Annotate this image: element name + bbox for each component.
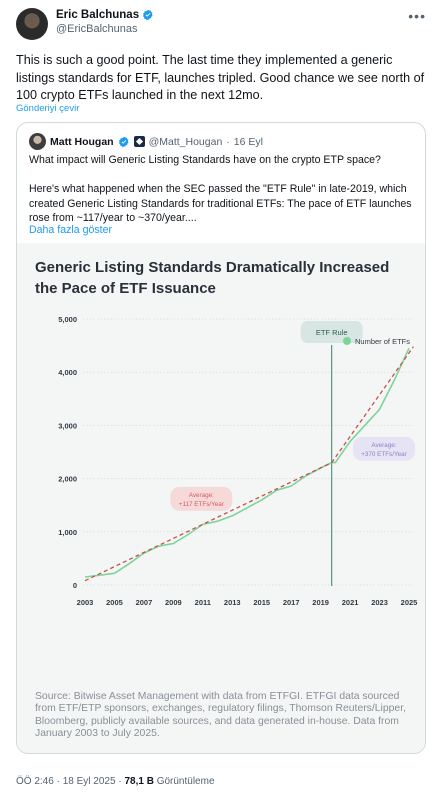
legend-marker [343, 337, 351, 345]
x-tick-label: 2017 [283, 598, 300, 607]
etf-count-chart: 0 1,000 2,000 3,000 4,000 5,000 2003 2005 2007 20… [58, 315, 418, 607]
verified-icon [118, 136, 129, 147]
average-badge-bg [352, 436, 415, 461]
quoted-paragraph: What impact will Generic Listing Standar… [29, 154, 381, 166]
quoted-author-name: Matt Hougan [50, 135, 114, 148]
x-tick-label: 2007 [136, 598, 153, 607]
y-tick-label: 1,000 [58, 528, 77, 537]
x-tick-label: 2021 [342, 598, 359, 607]
average-badge-value: +117 ETFs/Year [179, 501, 224, 508]
quoted-author-handle: @Matt_Hougan [148, 135, 223, 148]
legend-label: Number of ETFs [355, 337, 410, 346]
etf-rule-label: ETF Rule [316, 328, 348, 337]
tweet-header: Eric Balchunas @EricBalchunas ••• [16, 8, 426, 44]
quoted-author-avatar [29, 133, 46, 150]
tweet-text: This is such a good point. The last time… [16, 53, 425, 102]
y-tick-label: 0 [73, 581, 77, 590]
trend-line [84, 462, 332, 582]
x-tick-label: 2003 [77, 598, 94, 607]
chart-image: Generic Listing Standards Dramatically I… [17, 243, 425, 753]
views-label: Görüntüleme [156, 776, 215, 787]
x-tick-label: 2023 [371, 598, 388, 607]
y-tick-label: 2,000 [58, 475, 77, 484]
show-more-link[interactable]: Daha fazla göster [29, 224, 113, 236]
post-time[interactable]: ÖÖ 2:46 [16, 776, 54, 787]
x-tick-label: 2009 [165, 598, 182, 607]
x-tick-label: 2019 [312, 598, 329, 607]
footer-separator: · [118, 776, 122, 787]
quoted-tweet-text: What impact will Generic Listing Standar… [29, 153, 419, 226]
x-tick-label: 2011 [195, 598, 211, 607]
author-avatar[interactable] [16, 8, 48, 40]
x-tick-label: 2005 [106, 598, 123, 607]
affiliate-badge-icon [133, 136, 145, 147]
quoted-tweet-header: Matt Hougan @Matt_Hougan · 16 Eyl [29, 133, 263, 150]
chart-title: Generic Listing Standards Dramatically I… [35, 259, 390, 297]
average-badge-label: Average: [371, 442, 396, 449]
post-date[interactable]: 18 Eyl 2025 [62, 776, 116, 787]
x-tick-label: 2025 [401, 598, 418, 607]
verified-icon [143, 9, 153, 21]
average-badge-label: Average: [189, 492, 214, 499]
author-handle[interactable]: @EricBalchunas [56, 23, 138, 35]
author-block: Eric Balchunas @EricBalchunas [56, 9, 154, 35]
trend-line [331, 346, 414, 463]
translate-post-link[interactable]: Gönderiyi çevir [16, 103, 80, 114]
views-count: 78,1 B [124, 776, 154, 787]
footer-separator: · [56, 776, 60, 787]
y-tick-label: 5,000 [58, 315, 77, 324]
x-tick-label: 2015 [253, 598, 270, 607]
quoted-paragraph: Here's what happened when the SEC passed… [29, 183, 412, 224]
more-horizontal-icon[interactable]: ••• [408, 8, 426, 24]
tweet-footer: ÖÖ 2:46 · 18 Eyl 2025 · 78,1 B Görüntüle… [16, 776, 215, 787]
author-name[interactable]: Eric Balchunas [56, 9, 140, 21]
y-tick-label: 4,000 [58, 368, 77, 377]
chart-source-note: Source: Bitwise Asset Management with da… [35, 691, 406, 740]
meta-separator: · [226, 135, 230, 148]
quoted-tweet-card[interactable]: Matt Hougan @Matt_Hougan · 16 Eyl What i… [16, 122, 426, 754]
average-badge-value: +370 ETFs/Year [361, 451, 406, 458]
x-tick-label: 2013 [224, 598, 241, 607]
quoted-tweet-date: 16 Eyl [233, 135, 263, 148]
average-badge-bg [170, 486, 233, 511]
series-line-number-of-etfs [84, 347, 410, 578]
y-tick-label: 3,000 [58, 421, 77, 430]
